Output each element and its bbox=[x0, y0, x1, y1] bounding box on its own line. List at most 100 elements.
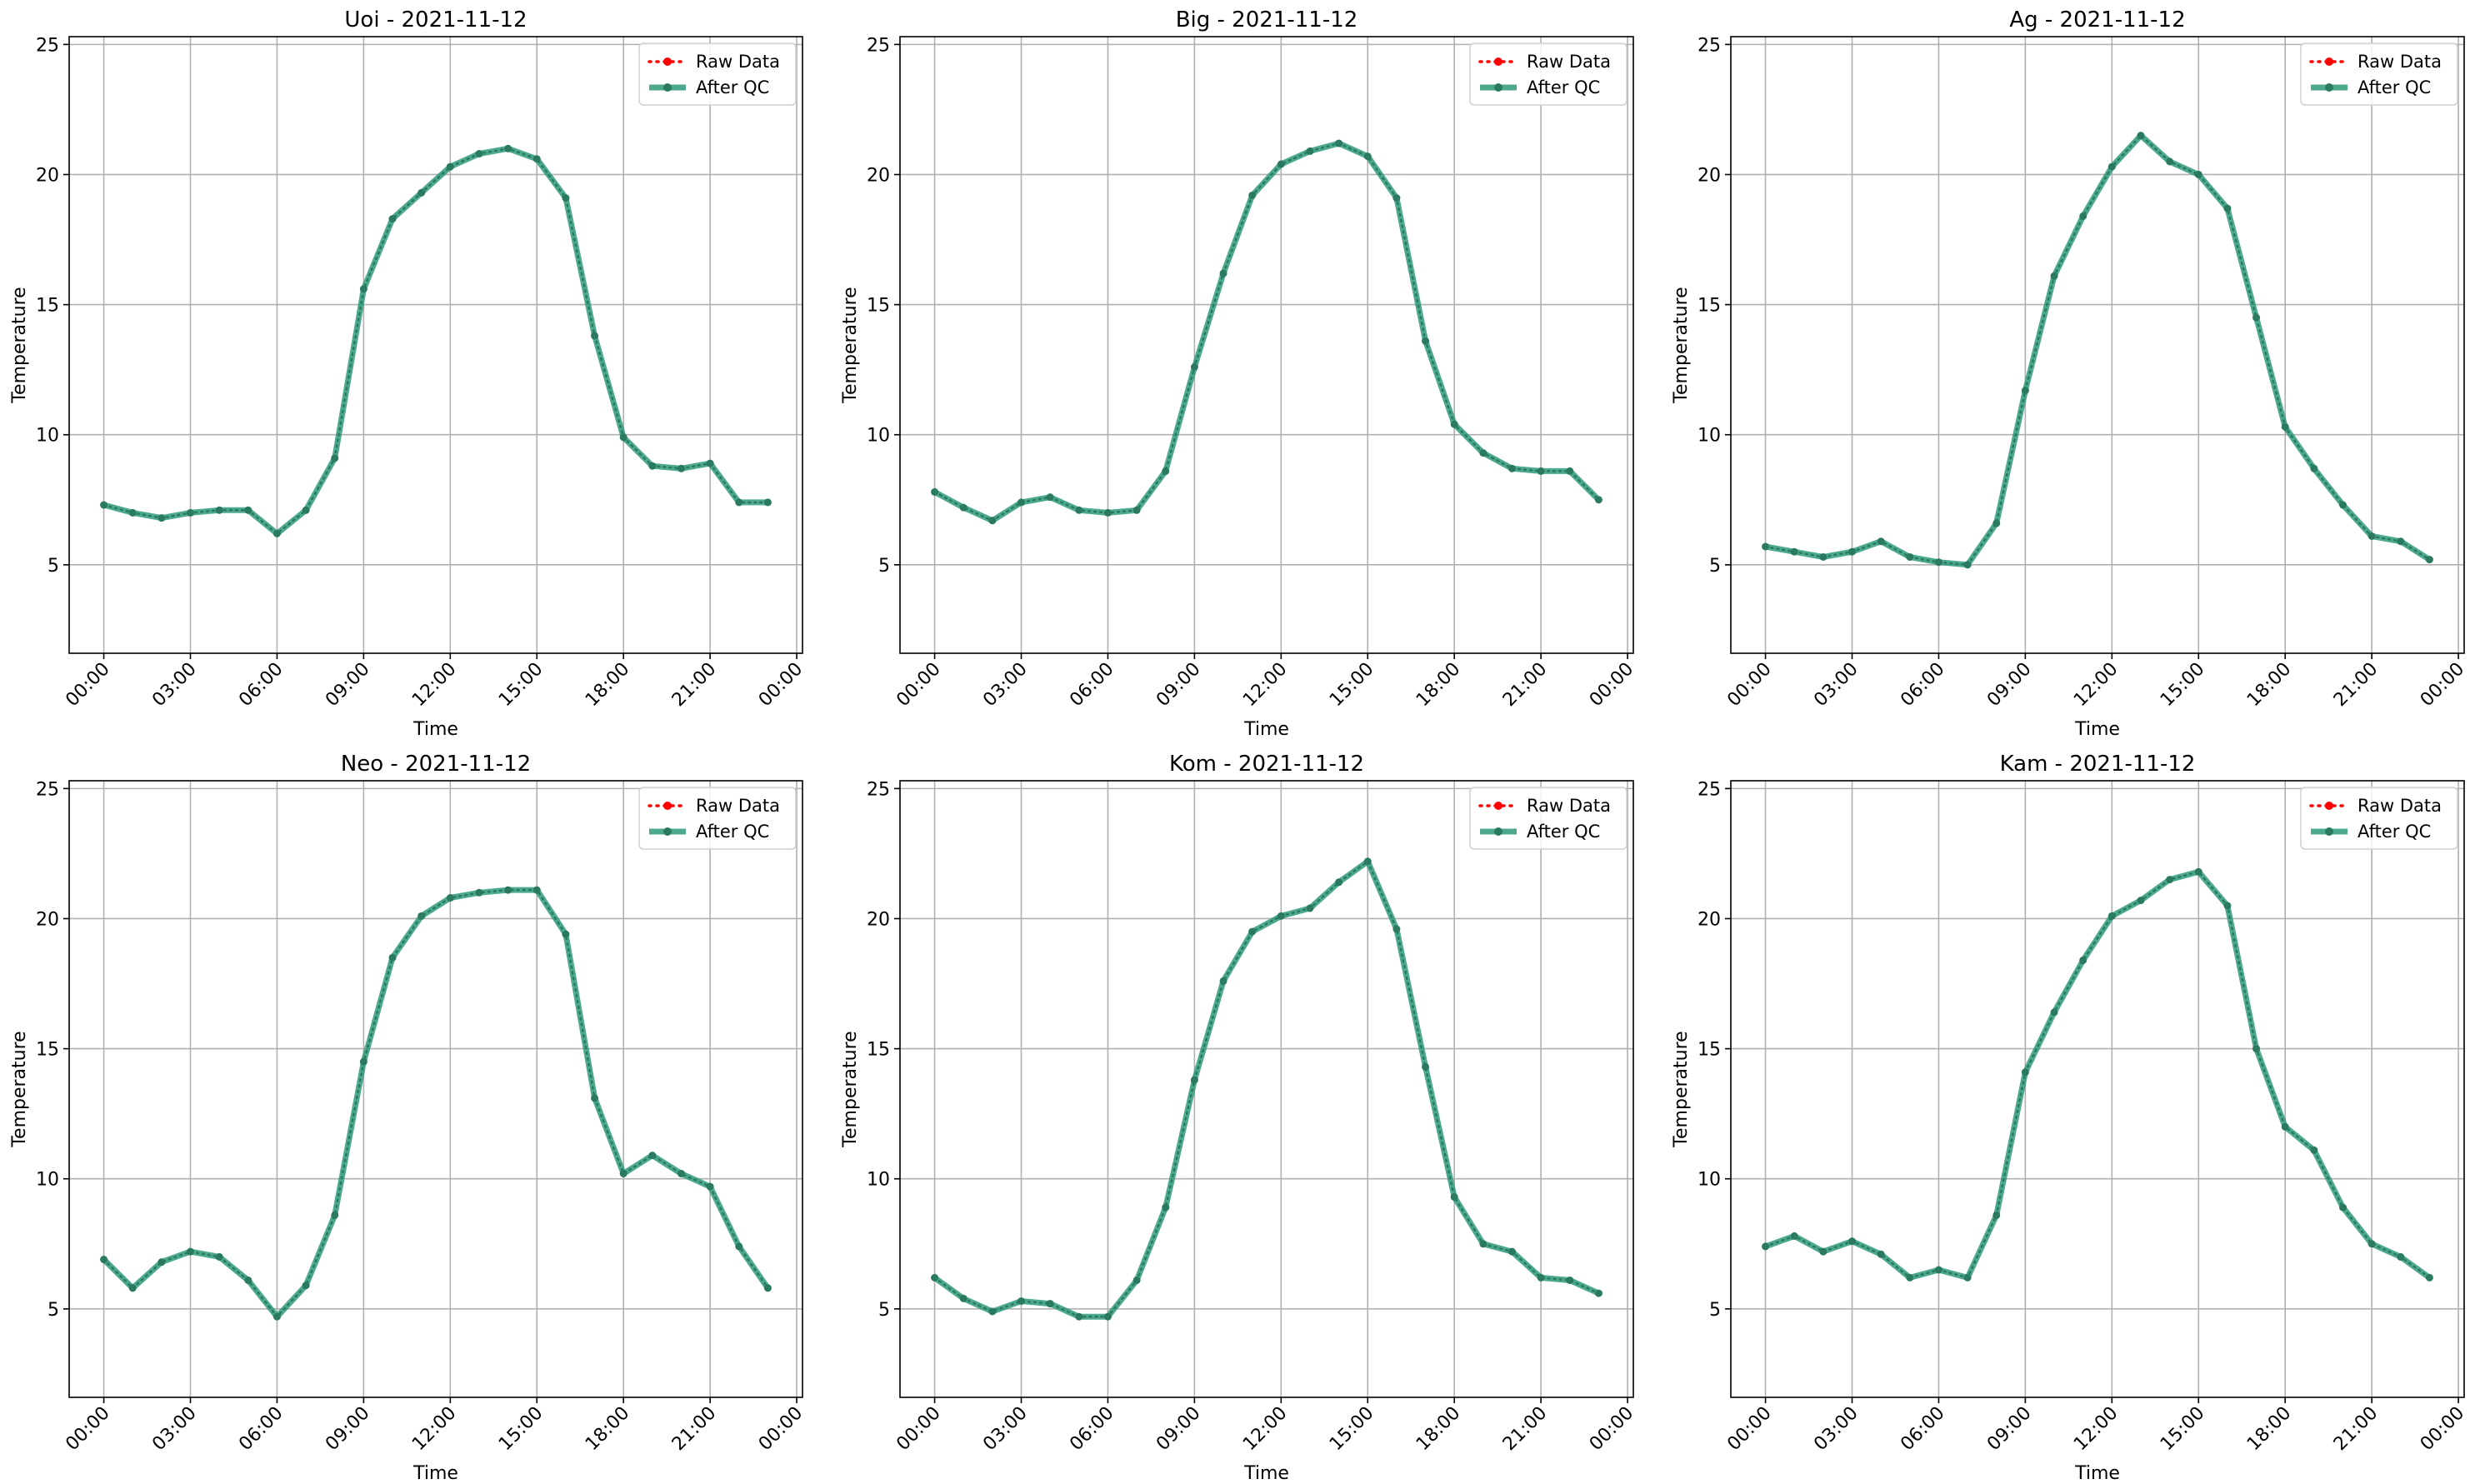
legend: Raw Data After QC bbox=[638, 787, 797, 850]
x-tick-label: 09:00 bbox=[1983, 659, 2036, 712]
data-point bbox=[418, 188, 426, 197]
x-tick-label: 00:00 bbox=[2417, 1403, 2469, 1456]
data-point bbox=[1790, 1232, 1798, 1240]
data-point bbox=[648, 1152, 657, 1160]
data-point bbox=[504, 886, 512, 894]
data-point bbox=[562, 930, 570, 938]
legend-marker-raw-data bbox=[663, 802, 672, 810]
data-point bbox=[2050, 272, 2058, 280]
data-point bbox=[504, 144, 512, 152]
y-tick-label: 15 bbox=[867, 296, 890, 317]
data-point bbox=[1219, 269, 1228, 277]
data-point bbox=[1422, 1062, 1430, 1071]
data-point bbox=[959, 503, 968, 512]
legend: Raw Data After QC bbox=[2300, 42, 2458, 106]
y-tick-label: 5 bbox=[878, 556, 890, 577]
y-axis-label: Temperature bbox=[840, 287, 861, 403]
data-point bbox=[1018, 498, 1026, 507]
data-point bbox=[562, 194, 570, 202]
data-point bbox=[1103, 1312, 1112, 1321]
data-point bbox=[1819, 552, 1828, 561]
x-tick-label: 06:00 bbox=[1897, 659, 1949, 712]
data-point bbox=[2021, 1068, 2029, 1077]
data-point bbox=[619, 1169, 628, 1177]
legend-label-raw-data: Raw Data bbox=[696, 796, 780, 816]
plot-frame bbox=[68, 780, 803, 1398]
x-tick-label: 06:00 bbox=[1066, 659, 1118, 712]
data-point bbox=[1306, 904, 1314, 912]
x-tick-label: 00:00 bbox=[1586, 1403, 1638, 1456]
series-line-after-qc bbox=[1762, 868, 2432, 1281]
data-point bbox=[215, 506, 223, 514]
x-tick-label: 18:00 bbox=[1412, 1403, 1465, 1456]
x-tick-label: 03:00 bbox=[979, 1403, 1032, 1456]
series-line-raw-data bbox=[933, 859, 1600, 1318]
y-tick-label: 20 bbox=[1698, 165, 1721, 186]
data-point bbox=[1508, 1247, 1516, 1256]
x-tick-label: 15:00 bbox=[1326, 1403, 1378, 1456]
legend-marker-raw-data bbox=[663, 57, 672, 66]
x-tick-label: 18:00 bbox=[2243, 1403, 2296, 1456]
data-point bbox=[1248, 927, 1257, 936]
y-tick-label: 25 bbox=[36, 779, 59, 800]
data-point bbox=[187, 508, 195, 517]
data-point bbox=[619, 433, 628, 442]
data-point bbox=[331, 454, 339, 462]
y-tick-label: 25 bbox=[1698, 779, 1721, 800]
y-axis-label: Temperature bbox=[840, 1031, 861, 1147]
y-axis-label: Temperature bbox=[9, 287, 30, 403]
plot-frame bbox=[1730, 36, 2465, 654]
data-point bbox=[2397, 537, 2405, 546]
data-point bbox=[1306, 147, 1314, 155]
data-point bbox=[1190, 363, 1198, 372]
y-tick-label: 5 bbox=[48, 1300, 59, 1321]
data-point bbox=[1335, 878, 1343, 887]
x-tick-label: 15:00 bbox=[2157, 1403, 2209, 1456]
legend-label-after-qc: After QC bbox=[1527, 822, 1600, 842]
chart-title: Ag - 2021-11-12 bbox=[2009, 7, 2185, 32]
legend-marker-after-qc bbox=[1494, 83, 1502, 92]
data-point bbox=[272, 1312, 281, 1321]
data-point bbox=[735, 498, 743, 507]
x-axis-label: Time bbox=[2074, 1463, 2120, 1484]
data-point bbox=[1162, 467, 1170, 475]
x-tick-label: 21:00 bbox=[2330, 659, 2382, 712]
data-point bbox=[359, 285, 368, 293]
data-point bbox=[2252, 1045, 2261, 1053]
y-tick-label: 10 bbox=[36, 1170, 59, 1191]
data-point bbox=[2137, 897, 2145, 905]
data-point bbox=[1992, 519, 2001, 527]
legend-marker-raw-data bbox=[1494, 802, 1502, 810]
data-point bbox=[2137, 132, 2145, 140]
x-tick-label: 03:00 bbox=[979, 659, 1032, 712]
y-axis-label: Temperature bbox=[1671, 287, 1692, 403]
y-tick-label: 5 bbox=[878, 1300, 890, 1321]
data-point bbox=[532, 886, 541, 894]
data-point bbox=[2425, 556, 2433, 564]
data-point bbox=[1790, 547, 1798, 556]
legend: Raw Data After QC bbox=[1469, 42, 1628, 106]
data-point bbox=[1132, 506, 1141, 514]
data-point bbox=[158, 1258, 166, 1267]
legend-marker-after-qc bbox=[663, 827, 672, 836]
data-point bbox=[158, 514, 166, 522]
data-point bbox=[1537, 467, 1545, 475]
x-tick-label: 12:00 bbox=[1239, 659, 1292, 712]
chart-panel: 5 10 15 20 25 00:00 03:00 06:00 09:00 12:00 15:00 1… bbox=[1671, 7, 2468, 740]
chart-title: Uoi - 2021-11-12 bbox=[344, 7, 527, 32]
data-point bbox=[2281, 1122, 2289, 1131]
legend-marker-after-qc bbox=[1494, 827, 1502, 836]
data-point bbox=[1566, 1276, 1574, 1284]
plot-frame bbox=[899, 36, 1634, 654]
y-tick-label: 25 bbox=[867, 35, 890, 56]
data-point bbox=[2194, 867, 2202, 876]
data-point bbox=[302, 1282, 310, 1290]
x-tick-label: 00:00 bbox=[892, 659, 945, 712]
data-point bbox=[1906, 552, 1914, 561]
series-line-after-qc bbox=[101, 145, 771, 537]
data-point bbox=[1075, 506, 1083, 514]
x-tick-label: 00:00 bbox=[1723, 1403, 1776, 1456]
legend-label-raw-data: Raw Data bbox=[2358, 52, 2442, 72]
data-point bbox=[128, 1284, 137, 1292]
data-point bbox=[1819, 1247, 1828, 1256]
